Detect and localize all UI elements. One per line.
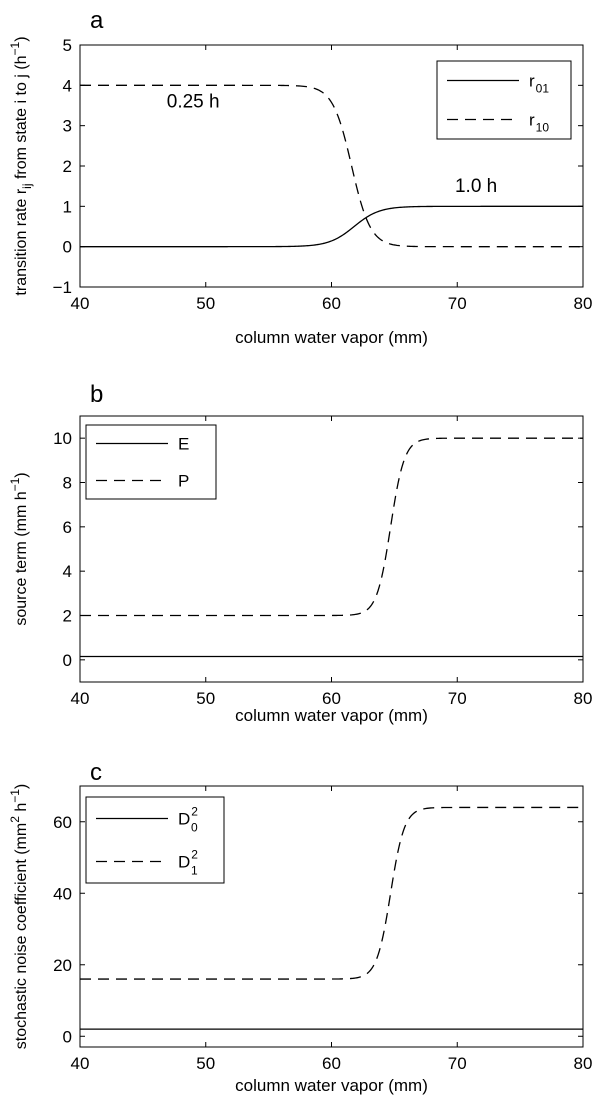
y-tick-label: 0: [63, 651, 72, 670]
y-tick-label: 2: [63, 157, 72, 176]
legend: r01 r10: [436, 60, 572, 140]
panel-label: a: [90, 7, 104, 34]
legend: D2 0D2 1: [85, 796, 225, 884]
x-tick-label: 60: [322, 294, 341, 313]
legend-label: P: [178, 472, 189, 491]
annotation-label: 1.0 h: [455, 176, 497, 197]
x-tick-label: 60: [322, 1054, 341, 1073]
x-tick-label: 50: [196, 1054, 215, 1073]
y-tick-label: 1: [63, 197, 72, 216]
series-line-P: [80, 437, 583, 617]
y-tick-label: 0: [63, 238, 72, 257]
panel-label: c: [90, 759, 102, 786]
x-tick-label: 50: [196, 294, 215, 313]
legend: EP: [85, 424, 217, 500]
x-tick-label: 70: [448, 689, 467, 708]
x-tick-label: 80: [574, 1054, 593, 1073]
y-axis-label: stochastic noise coefficient (mm2 h−1): [8, 784, 30, 1050]
legend-label: r01: [529, 72, 549, 96]
y-tick-label: 3: [63, 117, 72, 136]
y-tick-label: 2: [63, 607, 72, 626]
legend-box: [85, 424, 217, 500]
y-tick-label: 5: [63, 36, 72, 55]
y-axis-label: source term (mm h−1): [8, 472, 30, 625]
y-axis-label: transition rate rij from state i to j (h…: [8, 36, 34, 295]
x-tick-label: 40: [71, 689, 90, 708]
legend-box: [85, 796, 225, 884]
series-line-D1: [80, 806, 583, 980]
x-tick-label: 50: [196, 689, 215, 708]
annotation-label: 0.25 h: [167, 92, 220, 113]
legend-box: [436, 60, 572, 140]
y-tick-label: 10: [53, 429, 72, 448]
x-tick-label: 80: [574, 689, 593, 708]
x-axis-label: column water vapor (mm): [235, 1076, 428, 1095]
y-tick-label: 60: [53, 813, 72, 832]
y-tick-label: 8: [63, 474, 72, 493]
legend-label: r10: [529, 111, 549, 135]
x-tick-label: 40: [71, 1054, 90, 1073]
panel-label: b: [90, 381, 103, 408]
x-axis-label: column water vapor (mm): [235, 328, 428, 347]
series-line-r10: [80, 84, 583, 248]
y-tick-label: 0: [63, 1027, 72, 1046]
y-tick-label: 20: [53, 956, 72, 975]
y-tick-label: 4: [63, 562, 72, 581]
panel-c: c 40 50 60 70 80 0 20 40 60 column water vapor (mm…: [8, 759, 592, 1095]
legend-label: E: [178, 435, 189, 454]
x-tick-label: 80: [574, 294, 593, 313]
series-line-r01: [80, 205, 583, 248]
x-tick-label: 40: [71, 294, 90, 313]
y-tick-label: −1: [53, 278, 72, 297]
x-tick-label: 70: [448, 294, 467, 313]
legend-label: D2 0: [178, 805, 198, 835]
panel-b: b 40 50 60 70 80 0 2 4 6 8 10 column water vapor (mm…: [8, 381, 592, 725]
panel-a: a 40 50 60 70 80 −1 0 1 2 3 4 5 column water vapor (m…: [8, 7, 592, 347]
x-tick-label: 60: [322, 689, 341, 708]
x-axis-label: column water vapor (mm): [235, 706, 428, 725]
y-tick-label: 40: [53, 884, 72, 903]
y-tick-label: 4: [63, 76, 72, 95]
y-tick-label: 6: [63, 518, 72, 537]
legend-label: D2 1: [178, 848, 198, 878]
x-tick-label: 70: [448, 1054, 467, 1073]
